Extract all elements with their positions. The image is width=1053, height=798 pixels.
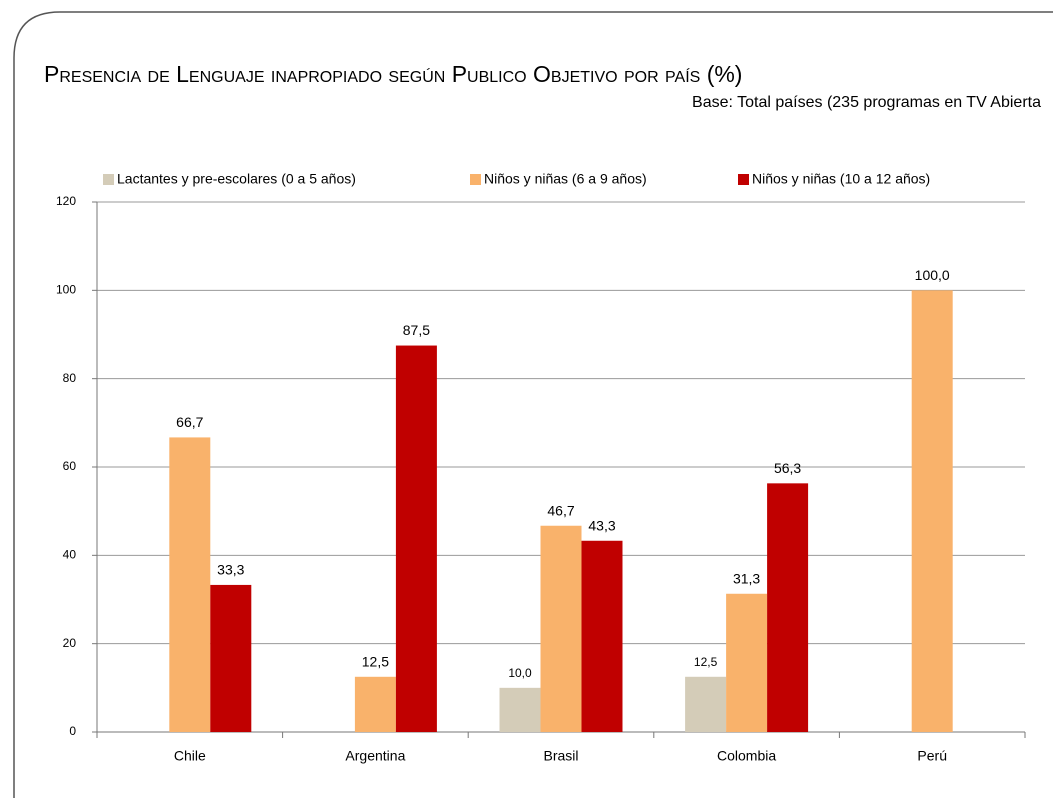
chart-subtitle: Base: Total países (235 programas en TV …: [692, 94, 1041, 111]
data-label: 100,0: [915, 267, 950, 283]
x-tick-label: Colombia: [717, 748, 776, 764]
bar: [169, 437, 211, 732]
data-label: 33,3: [217, 562, 244, 578]
bar: [395, 345, 437, 732]
legend-label: Niños y niñas (10 a 12 años): [752, 171, 930, 187]
data-label: 87,5: [403, 322, 430, 338]
data-label: 31,3: [733, 570, 760, 586]
bar: [726, 593, 768, 732]
data-label: 10,0: [508, 666, 532, 680]
y-tick-label: 60: [63, 459, 77, 473]
bar: [354, 676, 396, 732]
y-tick-label: 100: [56, 283, 76, 297]
x-tick-label: Perú: [917, 748, 947, 764]
data-label: 12,5: [362, 653, 389, 669]
y-tick-label: 120: [56, 194, 76, 208]
bar: [540, 525, 582, 732]
y-tick-label: 80: [63, 371, 77, 385]
data-label: 56,3: [774, 460, 801, 476]
legend-swatch: [103, 174, 114, 185]
data-label: 46,7: [547, 502, 574, 518]
legend-swatch: [470, 174, 481, 185]
data-label: 43,3: [588, 517, 615, 533]
data-label: 12,5: [694, 655, 718, 669]
bar: [210, 584, 252, 732]
y-tick-label: 0: [69, 724, 76, 738]
x-tick-label: Chile: [174, 748, 206, 764]
y-tick-label: 20: [63, 636, 77, 650]
bar: [581, 540, 623, 732]
y-tick-label: 40: [63, 548, 77, 562]
bar: [685, 676, 727, 732]
legend-swatch: [738, 174, 749, 185]
x-tick-label: Argentina: [345, 748, 405, 764]
legend-label: Niños y niñas (6 a 9 años): [484, 171, 647, 187]
frame: [13, 11, 1053, 798]
chart-title: Presencia de Lenguaje inapropiado según …: [44, 61, 742, 87]
bar: [767, 483, 809, 732]
legend-label: Lactantes y pre-escolares (0 a 5 años): [117, 171, 356, 187]
bar: [911, 290, 953, 732]
x-tick-label: Brasil: [543, 748, 578, 764]
bar: [499, 687, 541, 732]
data-label: 66,7: [176, 414, 203, 430]
